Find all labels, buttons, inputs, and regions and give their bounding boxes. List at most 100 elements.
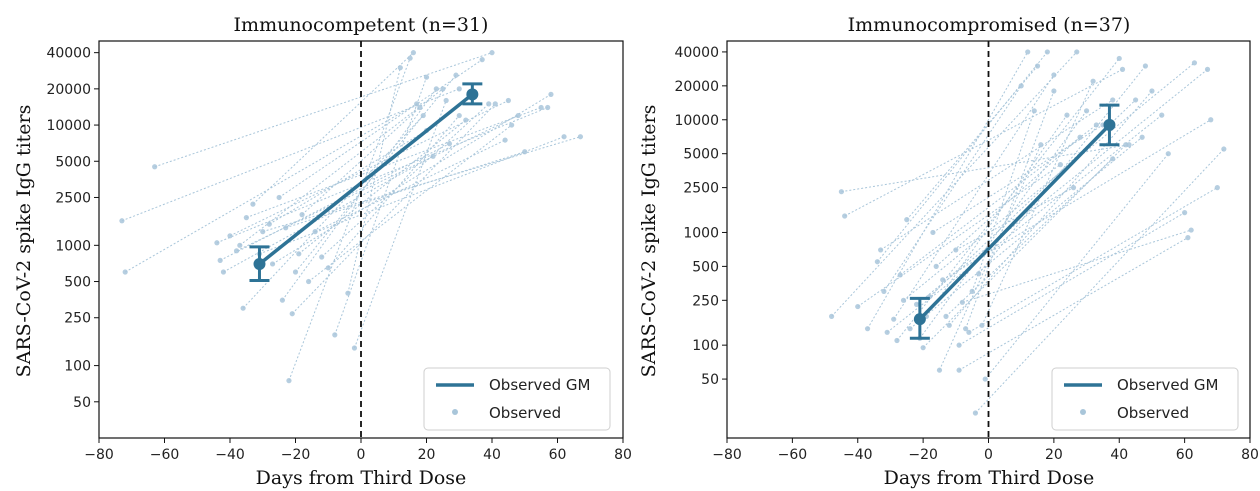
observed-line — [831, 51, 1078, 317]
observed-point — [1025, 49, 1031, 55]
x-tick-label: −40 — [843, 447, 873, 463]
legend-observed-swatch — [1080, 409, 1086, 415]
observed-series — [119, 50, 584, 384]
observed-point — [1083, 108, 1090, 114]
observed-point — [1119, 66, 1126, 72]
y-tick-label: 50 — [73, 395, 91, 411]
observed-point — [410, 50, 416, 56]
x-tick-label: −40 — [215, 447, 245, 463]
observed-point — [319, 254, 325, 260]
observed-line — [239, 88, 444, 246]
observed-line — [975, 148, 1225, 414]
observed-point — [891, 316, 897, 322]
observed-line — [295, 74, 457, 273]
observed-point — [878, 247, 884, 253]
observed-point — [292, 269, 299, 275]
observed-point — [1074, 49, 1080, 55]
observed-line — [981, 80, 1094, 326]
y-tick-label: 20000 — [674, 79, 719, 95]
observed-point — [1185, 235, 1191, 241]
observed-line — [121, 88, 460, 222]
observed-line — [925, 114, 1068, 317]
observed-point — [545, 104, 551, 111]
panel-title: Immunocompromised (n=37) — [848, 14, 1131, 36]
observed-point — [489, 50, 495, 56]
y-tick-label: 20000 — [46, 82, 91, 98]
observed-point — [1077, 134, 1083, 140]
observed-point — [1142, 63, 1148, 69]
gm-series — [249, 82, 483, 282]
legend-gm-label: Observed GM — [489, 376, 591, 394]
observed-point — [453, 72, 459, 78]
observed-point — [874, 259, 880, 265]
observed-point — [423, 74, 430, 80]
observed-point — [214, 240, 220, 246]
observed-point — [260, 229, 266, 235]
y-tick-label: 500 — [64, 275, 91, 291]
observed-point — [940, 277, 946, 283]
observed-line — [314, 139, 506, 233]
observed-point — [1070, 185, 1077, 191]
observed-point — [976, 271, 982, 277]
observed-line — [327, 115, 460, 269]
y-tick-label: 2500 — [683, 181, 719, 197]
x-tick-label: −20 — [281, 447, 311, 463]
observed-point — [456, 112, 462, 119]
observed-point — [433, 86, 439, 92]
observed-point — [1051, 72, 1057, 78]
observed-point — [855, 303, 861, 310]
y-tick-label: 10000 — [46, 118, 91, 134]
y-tick-label: 40000 — [46, 46, 91, 62]
observed-point — [1064, 112, 1070, 118]
observed-point — [286, 378, 292, 384]
panel-immunocompetent: Immunocompetent (n=31) SARS-CoV-2 spike … — [13, 14, 632, 489]
observed-line — [984, 153, 1169, 380]
observed-point — [933, 263, 939, 269]
observed-point — [969, 288, 975, 294]
observed-point — [1139, 134, 1145, 140]
legend-observed-label: Observed — [1117, 404, 1189, 422]
observed-point — [884, 329, 890, 335]
observed-point — [240, 305, 246, 311]
observed-line — [269, 130, 427, 225]
gm-line — [258, 92, 474, 266]
observed-line — [935, 136, 1081, 267]
observed-point — [963, 326, 969, 332]
y-tick-label: 250 — [64, 311, 91, 327]
x-tick-label: 60 — [549, 447, 567, 463]
observed-point — [243, 215, 249, 221]
y-axis-label: SARS-CoV-2 spike IgG titers — [638, 105, 660, 378]
axes: −80 −60 −40 −20 0 20 40 60 80 50 100 250 500 1000 2500… — [46, 40, 632, 463]
observed-point — [829, 313, 835, 319]
observed-point — [479, 57, 485, 63]
y-tick-label: 5000 — [55, 154, 91, 170]
observed-point — [443, 97, 449, 104]
observed-line — [857, 164, 1061, 307]
observed-point — [1204, 66, 1211, 72]
observed-point — [1208, 117, 1214, 123]
observed-point — [325, 265, 331, 271]
observed-point — [913, 301, 920, 307]
observed-line — [262, 136, 581, 233]
y-tick-label: 5000 — [683, 147, 719, 163]
observed-point — [119, 218, 125, 224]
observed-line — [124, 103, 417, 273]
x-tick-label: −60 — [778, 447, 808, 463]
observed-point — [283, 225, 289, 231]
observed-point — [250, 201, 256, 207]
observed-point — [894, 337, 900, 344]
observed-point — [296, 251, 302, 257]
observed-point — [561, 134, 567, 140]
observed-point — [842, 213, 848, 219]
observed-line — [883, 85, 1022, 292]
observed-series — [829, 49, 1227, 416]
y-tick-label: 1000 — [683, 225, 719, 241]
legend: Observed GM Observed — [1051, 367, 1239, 431]
y-tick-label: 100 — [64, 359, 91, 375]
x-tick-label: 20 — [418, 447, 436, 463]
observed-point — [907, 326, 913, 332]
gm-series — [909, 103, 1120, 340]
observed-line — [281, 88, 437, 301]
observed-point — [972, 410, 979, 416]
observed-line — [942, 119, 1212, 281]
